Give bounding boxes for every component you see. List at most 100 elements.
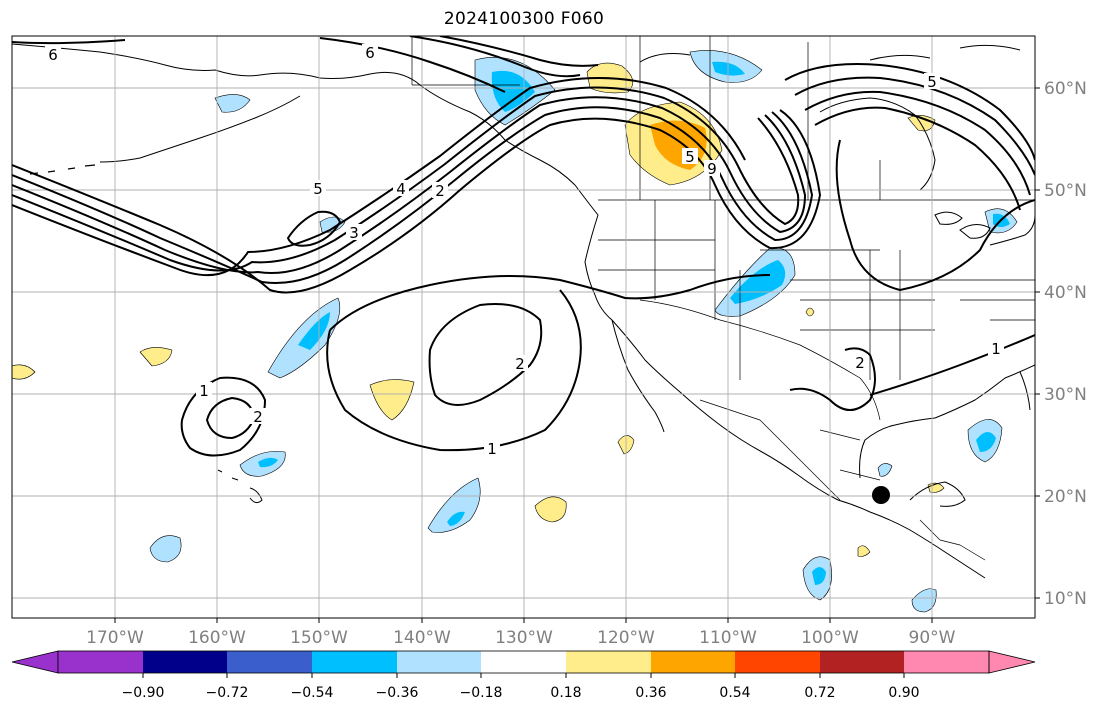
- lat-tick-labels: 60°N 50°N 40°N 30°N 20°N 10°N: [1044, 79, 1087, 609]
- contour-label-9: 2: [253, 408, 263, 426]
- contour-east-ridge-3: [804, 90, 1031, 196]
- contour-label-7: 2: [515, 355, 525, 373]
- contour-closed-low: [286, 210, 342, 247]
- central-america-borders: [919, 519, 986, 561]
- contour-pacific-trough-3: [12, 96, 807, 275]
- contour-top-6-left: [12, 39, 126, 45]
- lon-tick: 160°W: [188, 628, 246, 648]
- lat-tick: 40°N: [1044, 283, 1087, 303]
- lon-tick: 100°W: [801, 628, 859, 648]
- contour-east-trough: [835, 139, 1035, 292]
- field-rockies-core: [730, 260, 786, 304]
- colorbar-cell: [143, 651, 227, 673]
- colorbar-cell: [312, 651, 397, 673]
- contour-label-14: 2: [855, 354, 865, 372]
- arctic-islands: [639, 44, 1021, 63]
- field-pacific-positive: [369, 379, 415, 421]
- field-pacific-positive-3: [534, 496, 567, 523]
- contour-pacific-trough-5: [12, 77, 746, 277]
- contour-pacific-trough-2: [12, 106, 814, 285]
- canada-provinces: [639, 36, 881, 200]
- contour-west-1: [180, 376, 267, 457]
- lon-tick-labels: 170°W 160°W 150°W 140°W 130°W 120°W 110°…: [86, 628, 956, 648]
- lat-tick: 20°N: [1044, 487, 1087, 507]
- great-lakes: [934, 211, 991, 239]
- lon-tick: 150°W: [290, 628, 348, 648]
- contour-label-2: 6: [365, 44, 375, 62]
- contour-label-5: 2: [435, 182, 445, 200]
- field-west-edge-positive: [12, 364, 36, 380]
- gulf-coast: [859, 364, 1035, 479]
- contour-labels: 6 6 5 4 2 3 2 1 2 1 5 5 9 2: [45, 44, 1004, 458]
- colorbar-cells: [58, 651, 989, 673]
- colorbar-cell: [566, 651, 651, 673]
- colorbar-tick-labels: −0.90 −0.72 −0.54 −0.36 −0.18 0.18 0.36 …: [122, 685, 920, 701]
- colorbar-frame: [57, 650, 990, 674]
- field-plains-positive: [805, 307, 815, 317]
- field-central-pacific-core: [298, 312, 330, 350]
- field-south-pacific: [149, 535, 182, 563]
- contour-label-15: 1: [991, 340, 1001, 358]
- contour-label-3: 5: [313, 180, 323, 198]
- parallels: [12, 87, 1035, 599]
- us-mexico-border: [639, 299, 881, 421]
- colorbar-cell: [227, 651, 312, 673]
- aleutians: [29, 164, 96, 175]
- contour-pacific-trough-1: [12, 109, 822, 294]
- map-title: 2024100300 F060: [443, 9, 605, 29]
- colorbar-cell: [904, 651, 989, 673]
- contour-central-pacific-high: [329, 274, 771, 331]
- contour-label-12: 5: [685, 148, 695, 166]
- contour-east-ridge-2: [794, 76, 1035, 176]
- mexico-states: [699, 399, 881, 501]
- colorbar: −0.90 −0.72 −0.54 −0.36 −0.18 0.18 0.36 …: [11, 650, 1036, 701]
- contour-label-1: 6: [48, 46, 58, 64]
- colorbar-tick: 0.54: [719, 685, 750, 701]
- colorbar-cell: [651, 651, 735, 673]
- hawaii-islands: [217, 469, 263, 504]
- alaska-peninsula: [99, 95, 301, 163]
- lon-tick: 130°W: [495, 628, 553, 648]
- meridians: [114, 36, 933, 618]
- colorbar-tick: 0.90: [888, 685, 919, 701]
- contour-label-11: 5: [927, 73, 937, 91]
- political-borders: [411, 36, 1035, 561]
- field-pacific-positive-2: [139, 347, 173, 367]
- contour-inner-2: [428, 303, 543, 406]
- colorbar-extend-low: [11, 650, 59, 674]
- colorbar-tick: −0.18: [460, 685, 503, 701]
- colorbar-tick: 0.36: [635, 685, 666, 701]
- contour-east-ridge-4: [814, 106, 1021, 211]
- contour-label-8: 1: [487, 440, 497, 458]
- colorbar-tick: −0.90: [122, 685, 165, 701]
- field-alaska-small: [214, 94, 251, 113]
- field-hawaii-north-core: [258, 457, 278, 468]
- contour-pacific-trough-4: [12, 86, 800, 272]
- contour-label-4: 4: [396, 180, 406, 198]
- yucatan: [909, 481, 966, 507]
- contour-gulf-2: [789, 347, 876, 411]
- colorbar-tick: −0.54: [291, 685, 334, 701]
- colorbar-cell: [735, 651, 820, 673]
- contour-label-13: 9: [707, 160, 717, 178]
- lon-tick: 90°W: [909, 628, 956, 648]
- colorbar-tick: 0.18: [550, 685, 581, 701]
- colorbar-tick-marks: [142, 673, 905, 678]
- lon-tick: 170°W: [86, 628, 144, 648]
- field-gulf-east-core: [976, 431, 996, 452]
- lat-tick: 10°N: [1044, 589, 1087, 609]
- field-hawaii-east: [427, 477, 481, 533]
- graticule: [12, 36, 1035, 618]
- lon-tick: 120°W: [597, 628, 655, 648]
- field-mex-positive: [857, 545, 871, 557]
- field-gulf-small: [877, 463, 893, 477]
- lat-tick: 50°N: [1044, 181, 1087, 201]
- west-coast: [574, 184, 986, 579]
- contour-east-1: [869, 334, 1035, 396]
- field-caribbean: [911, 588, 937, 613]
- colorbar-cell: [820, 651, 904, 673]
- map-background: [12, 36, 1035, 618]
- lon-tick: 140°W: [393, 628, 451, 648]
- colorbar-tick: −0.36: [376, 685, 419, 701]
